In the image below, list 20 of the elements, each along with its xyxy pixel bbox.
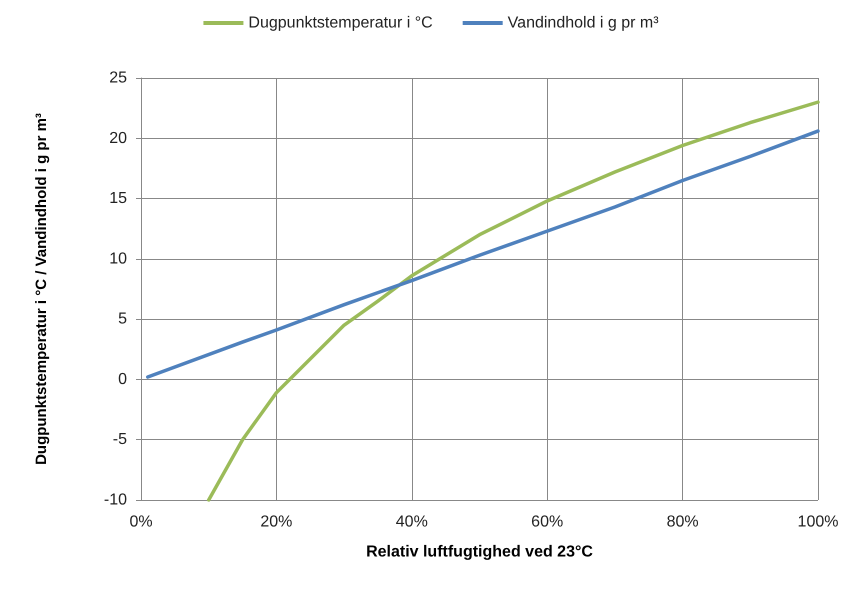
y-tick-label: 5 xyxy=(118,310,128,328)
x-tick-label: 100% xyxy=(798,514,838,530)
x-tick-label: 60% xyxy=(531,514,564,530)
y-tick-label: 15 xyxy=(109,190,128,208)
legend-label: Vandindhold i g pr m³ xyxy=(508,14,660,32)
y-axis-title: Dugpunktstemperatur i °C / Vandindhold i g pr m³ xyxy=(33,113,50,465)
y-tick-label: 25 xyxy=(109,70,128,86)
legend-label: Dugpunktstemperatur i °C xyxy=(248,14,433,32)
x-tick-label: 0% xyxy=(129,514,153,530)
x-tick-label: 80% xyxy=(666,514,699,530)
line-series xyxy=(206,100,820,502)
y-tick-label: 10 xyxy=(109,250,128,268)
y-tick-label: -5 xyxy=(112,431,128,448)
x-axis-title: Relativ luftfugtighed ved 23°C xyxy=(366,544,594,560)
y-tick-label: 20 xyxy=(109,130,128,147)
line-series xyxy=(146,129,820,379)
x-tick-label: 20% xyxy=(260,514,292,530)
x-tick-label: 40% xyxy=(396,514,428,530)
y-tick-label: -10 xyxy=(104,492,128,508)
y-tick-label: 0 xyxy=(118,370,128,388)
